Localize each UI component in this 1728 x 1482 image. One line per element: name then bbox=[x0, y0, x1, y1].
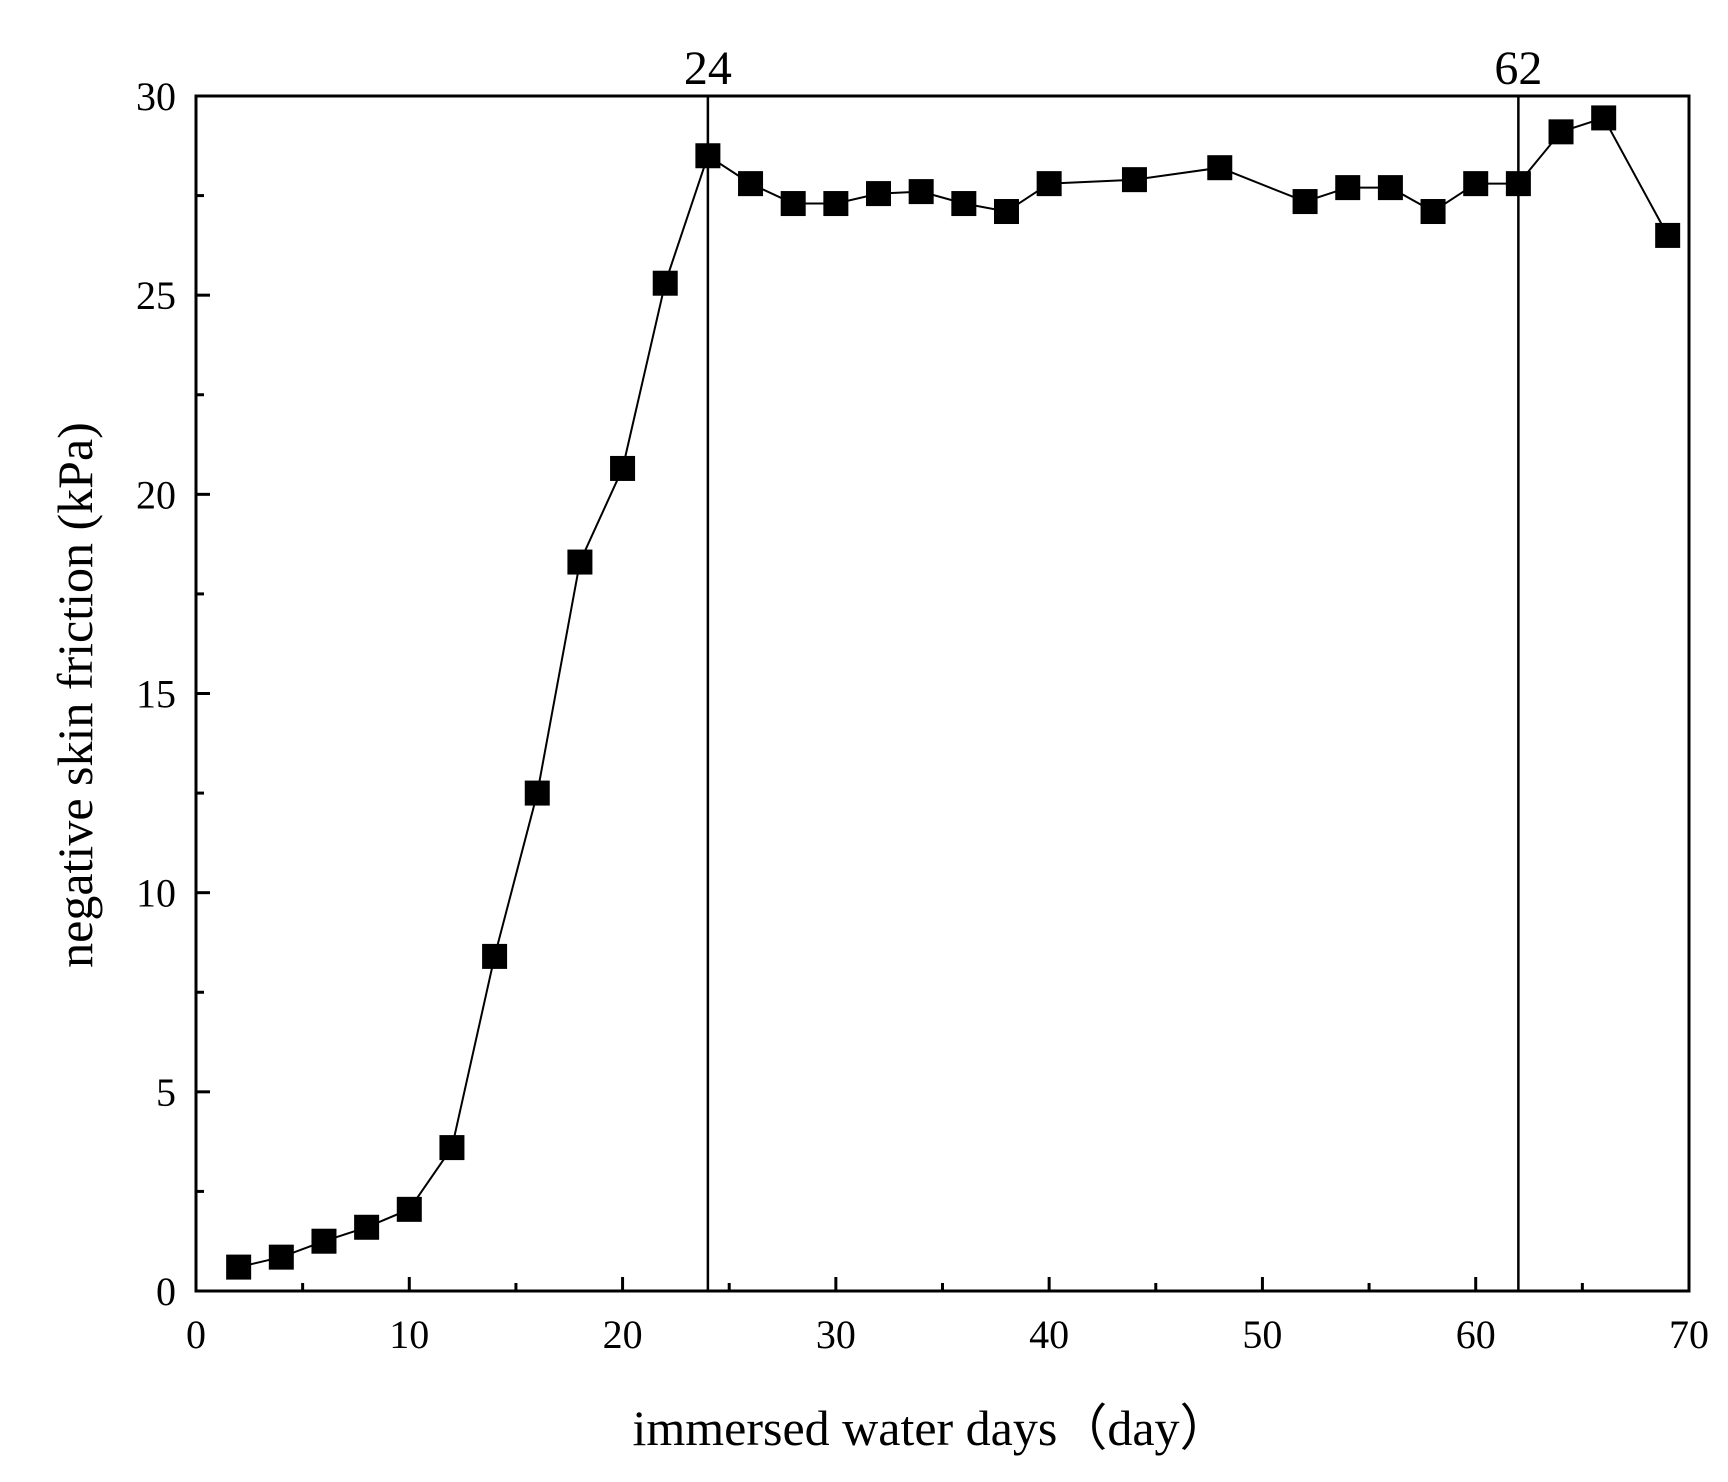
y-tick-label: 5 bbox=[156, 1070, 176, 1115]
y-tick-label: 20 bbox=[136, 472, 176, 517]
data-point bbox=[738, 171, 764, 197]
data-point bbox=[1505, 171, 1531, 197]
data-point bbox=[1548, 119, 1574, 145]
x-tick-label: 20 bbox=[603, 1312, 643, 1357]
data-point bbox=[311, 1228, 337, 1254]
x-tick-label: 70 bbox=[1669, 1312, 1709, 1357]
data-point bbox=[1036, 171, 1062, 197]
reference-line-label: 24 bbox=[684, 42, 732, 95]
data-point bbox=[908, 179, 934, 205]
data-point bbox=[695, 143, 721, 169]
x-tick-label: 0 bbox=[186, 1312, 206, 1357]
data-point bbox=[1207, 155, 1233, 181]
data-point bbox=[993, 199, 1019, 225]
data-point bbox=[1655, 222, 1681, 248]
y-tick-label: 30 bbox=[136, 74, 176, 119]
data-point bbox=[1121, 167, 1147, 193]
y-tick-label: 15 bbox=[136, 672, 176, 717]
y-tick-label: 10 bbox=[136, 871, 176, 916]
data-point bbox=[1292, 189, 1318, 215]
data-point bbox=[524, 780, 550, 806]
y-tick-label: 25 bbox=[136, 273, 176, 318]
data-point bbox=[823, 191, 849, 217]
data-point bbox=[866, 181, 892, 207]
reference-line-label: 62 bbox=[1494, 42, 1542, 95]
reference-lines: 24 62 bbox=[684, 42, 1542, 1291]
data-point bbox=[780, 191, 806, 217]
data-point bbox=[951, 191, 977, 217]
y-tick-label: 0 bbox=[156, 1269, 176, 1314]
y-axis-title: negative skin friction (kPa) bbox=[47, 422, 103, 968]
data-point bbox=[396, 1196, 422, 1222]
series-line bbox=[238, 116, 1669, 1269]
data-point bbox=[1463, 171, 1489, 197]
axes bbox=[194, 94, 1691, 1293]
data-point bbox=[1335, 175, 1361, 201]
series-line bbox=[238, 116, 1669, 1269]
data-point bbox=[1377, 175, 1403, 201]
data-point bbox=[567, 549, 593, 575]
plot-frame bbox=[194, 94, 1691, 1293]
x-tick-label: 50 bbox=[1242, 1312, 1282, 1357]
data-point bbox=[482, 943, 508, 969]
data-point bbox=[354, 1214, 380, 1240]
x-tick-label: 10 bbox=[389, 1312, 429, 1357]
data-point bbox=[1591, 105, 1617, 131]
x-tick-label: 40 bbox=[1029, 1312, 1069, 1357]
data-point bbox=[1420, 199, 1446, 225]
data-point bbox=[610, 455, 636, 481]
x-tick-label: 60 bbox=[1456, 1312, 1496, 1357]
data-point bbox=[652, 270, 678, 296]
data-markers bbox=[226, 105, 1681, 1280]
data-point bbox=[268, 1244, 294, 1270]
data-point bbox=[439, 1135, 465, 1161]
x-axis-title: immersed water days（day） bbox=[632, 1400, 1229, 1456]
x-tick-label: 30 bbox=[816, 1312, 856, 1357]
data-point bbox=[226, 1254, 252, 1280]
tick-labels: 0 10 20 30 40 50 60 70 0 5 10 15 20 25 30 bbox=[136, 74, 1709, 1357]
